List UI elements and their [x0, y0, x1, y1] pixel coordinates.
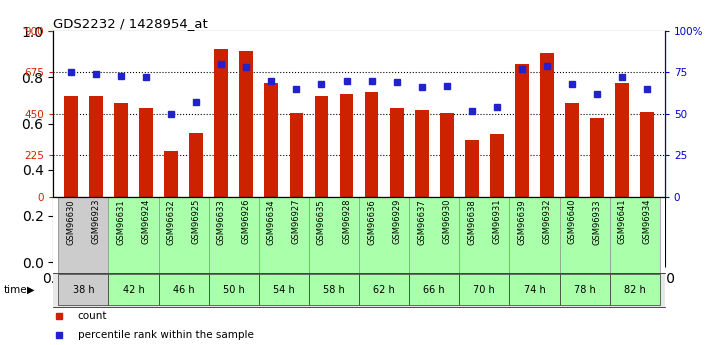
Bar [465, 140, 479, 197]
Text: 82 h: 82 h [624, 285, 646, 295]
Bar [114, 103, 128, 197]
Text: 58 h: 58 h [323, 285, 345, 295]
Text: GSM96634: GSM96634 [267, 199, 276, 245]
Text: 50 h: 50 h [223, 285, 245, 295]
Text: GSM96631: GSM96631 [117, 199, 125, 245]
Text: time: time [4, 285, 27, 295]
Text: 62 h: 62 h [373, 285, 395, 295]
Bar [560, 274, 609, 305]
Text: 74 h: 74 h [523, 285, 545, 295]
Text: 46 h: 46 h [173, 285, 194, 295]
Text: GSM96633: GSM96633 [217, 199, 225, 245]
Bar [359, 274, 409, 305]
Text: GSM96933: GSM96933 [593, 199, 602, 245]
Bar [159, 274, 209, 305]
Bar [515, 64, 529, 197]
Bar [540, 53, 554, 197]
Bar [139, 108, 153, 197]
Bar [409, 197, 459, 273]
Text: GSM96640: GSM96640 [567, 199, 577, 244]
Text: GSM96630: GSM96630 [66, 199, 75, 245]
Bar [365, 92, 378, 197]
Bar [415, 110, 429, 197]
Bar [609, 274, 660, 305]
Bar [490, 134, 504, 197]
Text: GSM96639: GSM96639 [518, 199, 526, 245]
Bar [590, 118, 604, 197]
Text: GSM96638: GSM96638 [467, 199, 476, 245]
Bar [159, 197, 209, 273]
Text: GSM96637: GSM96637 [417, 199, 426, 245]
Text: percentile rank within the sample: percentile rank within the sample [77, 330, 254, 339]
Bar [409, 274, 459, 305]
Bar [309, 274, 359, 305]
Bar [565, 103, 579, 197]
Text: count: count [77, 311, 107, 321]
Text: 70 h: 70 h [474, 285, 496, 295]
Bar [109, 274, 159, 305]
Text: 38 h: 38 h [73, 285, 95, 295]
Bar [289, 113, 304, 197]
Text: 54 h: 54 h [273, 285, 295, 295]
Text: GSM96635: GSM96635 [317, 199, 326, 245]
Bar [440, 113, 454, 197]
Bar [58, 197, 109, 273]
Text: GSM96927: GSM96927 [292, 199, 301, 244]
Text: GSM96931: GSM96931 [493, 199, 501, 244]
Bar [58, 274, 109, 305]
Bar [309, 197, 359, 273]
Text: GSM96928: GSM96928 [342, 199, 351, 244]
Bar [459, 197, 509, 273]
Text: GSM96929: GSM96929 [392, 199, 401, 244]
Bar [189, 133, 203, 197]
Bar [259, 197, 309, 273]
Text: GSM96636: GSM96636 [367, 199, 376, 245]
Bar [264, 82, 278, 197]
Bar [89, 96, 103, 197]
Bar [64, 96, 77, 197]
Bar [615, 83, 629, 197]
Bar [209, 274, 259, 305]
Bar [314, 96, 328, 197]
Bar [609, 197, 660, 273]
Bar [560, 197, 609, 273]
Bar [340, 93, 353, 197]
Text: 66 h: 66 h [424, 285, 445, 295]
Text: GSM96925: GSM96925 [192, 199, 201, 244]
Bar [509, 197, 560, 273]
Text: ▶: ▶ [27, 285, 35, 295]
Bar [359, 197, 409, 273]
Text: GSM96923: GSM96923 [92, 199, 100, 244]
Text: GDS2232 / 1428954_at: GDS2232 / 1428954_at [53, 17, 208, 30]
Bar [459, 274, 509, 305]
Bar [509, 274, 560, 305]
Bar [259, 274, 309, 305]
Text: GSM96932: GSM96932 [542, 199, 552, 244]
Text: GSM96926: GSM96926 [242, 199, 251, 244]
Text: 42 h: 42 h [122, 285, 144, 295]
Text: GSM96924: GSM96924 [141, 199, 151, 244]
Bar [109, 197, 159, 273]
Text: GSM96641: GSM96641 [618, 199, 626, 244]
Bar [209, 197, 259, 273]
Text: GSM96632: GSM96632 [166, 199, 176, 245]
Bar [214, 49, 228, 197]
Text: GSM96934: GSM96934 [643, 199, 652, 244]
Text: 78 h: 78 h [574, 285, 596, 295]
Bar [164, 151, 178, 197]
Text: GSM96930: GSM96930 [442, 199, 451, 244]
Bar [240, 51, 253, 197]
Bar [390, 108, 404, 197]
Bar [641, 112, 654, 197]
